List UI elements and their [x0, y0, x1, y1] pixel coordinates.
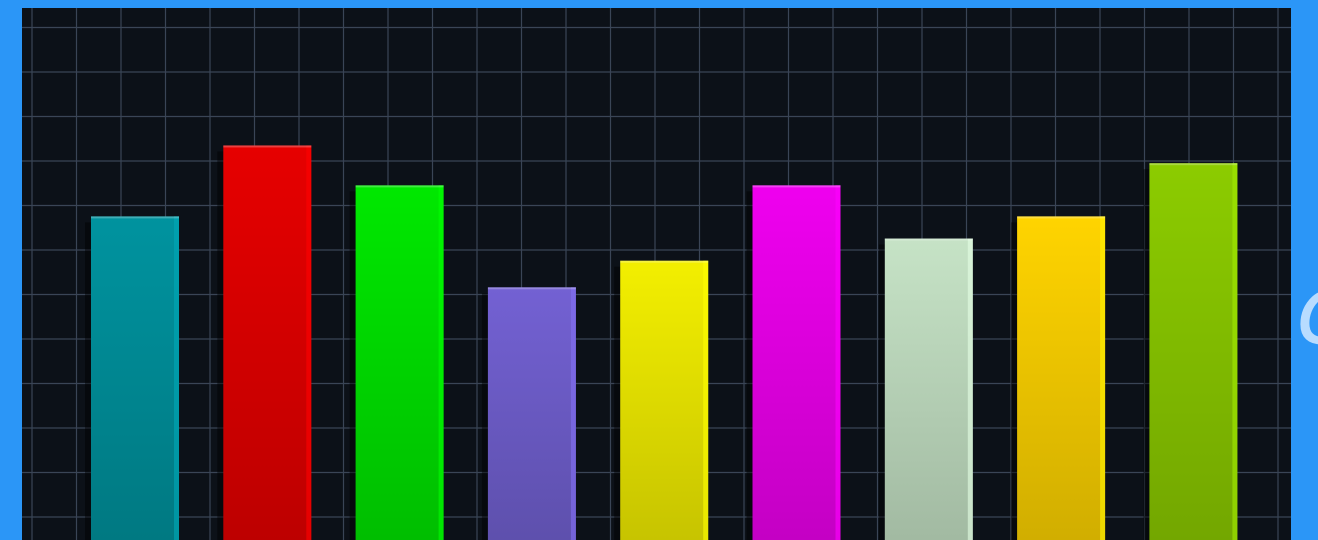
edge-text-fragment: c — [1296, 262, 1318, 358]
bar-9 — [1149, 163, 1238, 540]
bar-edge — [174, 216, 179, 540]
bar-3 — [355, 185, 444, 540]
bar-top-highlight — [91, 216, 179, 219]
bars — [85, 145, 1238, 540]
bar-4 — [487, 287, 576, 540]
bar-6 — [752, 185, 841, 540]
bar-top-highlight — [223, 145, 312, 148]
bar-edge — [1100, 216, 1106, 540]
bar-edge — [967, 238, 973, 540]
bar-top-highlight — [752, 185, 841, 188]
bar-edge — [306, 145, 312, 540]
bar-top-highlight — [355, 185, 444, 188]
bar-top-highlight — [1149, 163, 1238, 166]
bar-8 — [1017, 216, 1106, 540]
bar-edge — [835, 185, 841, 540]
bar-edge — [1232, 163, 1238, 540]
bar-edge — [570, 287, 576, 540]
bar-5 — [620, 260, 709, 540]
bar-top-highlight — [1017, 216, 1106, 219]
bar-1 — [91, 216, 179, 540]
bar-top-highlight — [884, 238, 973, 241]
bar-edge — [703, 260, 709, 540]
bar-7 — [884, 238, 973, 540]
bar-2 — [223, 145, 312, 540]
bar-top-highlight — [620, 260, 709, 263]
bar-edge — [438, 185, 444, 540]
bar-top-highlight — [487, 287, 576, 290]
